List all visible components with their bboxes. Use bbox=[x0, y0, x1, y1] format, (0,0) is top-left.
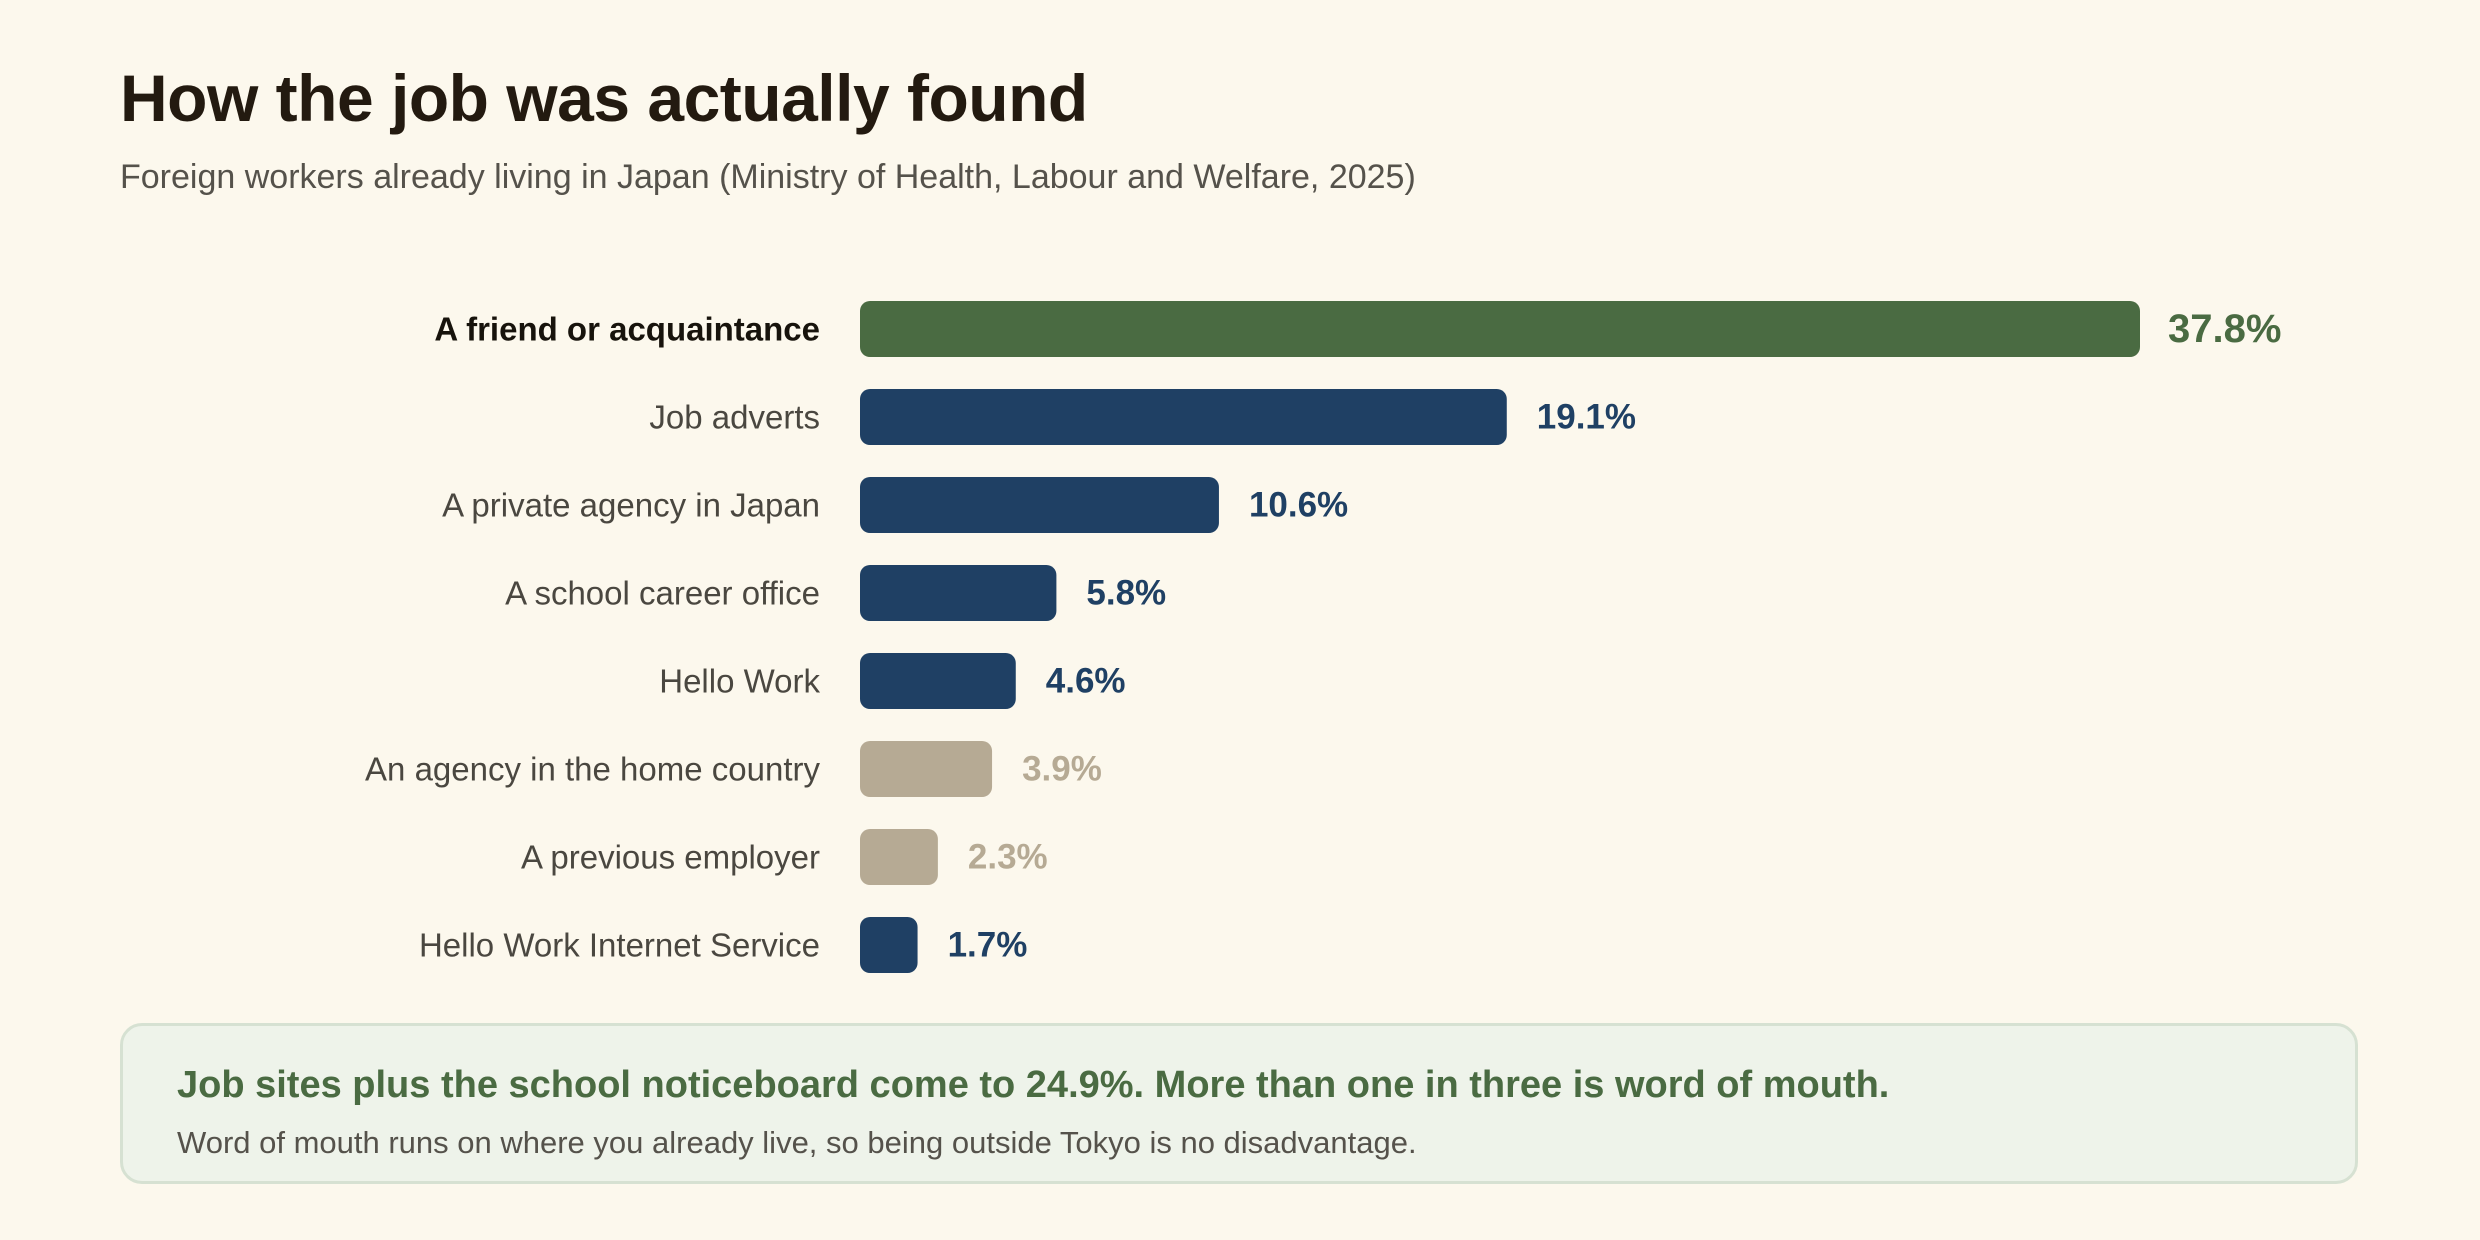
category-label: Hello Work bbox=[659, 663, 820, 700]
category-label: Hello Work Internet Service bbox=[419, 927, 820, 964]
value-label: 1.7% bbox=[948, 926, 1028, 965]
value-label: 3.9% bbox=[1022, 750, 1102, 789]
category-label: A school career office bbox=[505, 575, 820, 612]
callout-headline: Job sites plus the school noticeboard co… bbox=[177, 1064, 1890, 1106]
bar bbox=[860, 301, 2140, 357]
value-label: 19.1% bbox=[1537, 398, 1636, 437]
chart-title: How the job was actually found bbox=[120, 61, 1088, 135]
bar bbox=[860, 477, 1219, 533]
callout-body: Word of mouth runs on where you already … bbox=[177, 1125, 1417, 1160]
bar bbox=[860, 917, 918, 973]
value-label: 4.6% bbox=[1046, 662, 1126, 701]
bar bbox=[860, 741, 993, 797]
category-label: A previous employer bbox=[521, 839, 820, 876]
category-label: An agency in the home country bbox=[365, 751, 820, 788]
value-label: 2.3% bbox=[968, 838, 1048, 877]
bar bbox=[860, 653, 1016, 709]
bar bbox=[860, 565, 1057, 621]
chart-subtitle: Foreign workers already living in Japan … bbox=[120, 158, 1416, 196]
category-label: A friend or acquaintance bbox=[434, 311, 820, 348]
category-label: Job adverts bbox=[649, 399, 820, 436]
category-label: A private agency in Japan bbox=[442, 487, 820, 524]
bar bbox=[860, 389, 1507, 445]
bar bbox=[860, 829, 938, 885]
value-label: 37.8% bbox=[2168, 307, 2281, 351]
value-label: 5.8% bbox=[1086, 574, 1166, 613]
callout-box: Job sites plus the school noticeboard co… bbox=[120, 1023, 2358, 1184]
value-label: 10.6% bbox=[1249, 486, 1348, 525]
bar-chart: A friend or acquaintance 37.8% Job adverts… bbox=[365, 301, 2281, 973]
